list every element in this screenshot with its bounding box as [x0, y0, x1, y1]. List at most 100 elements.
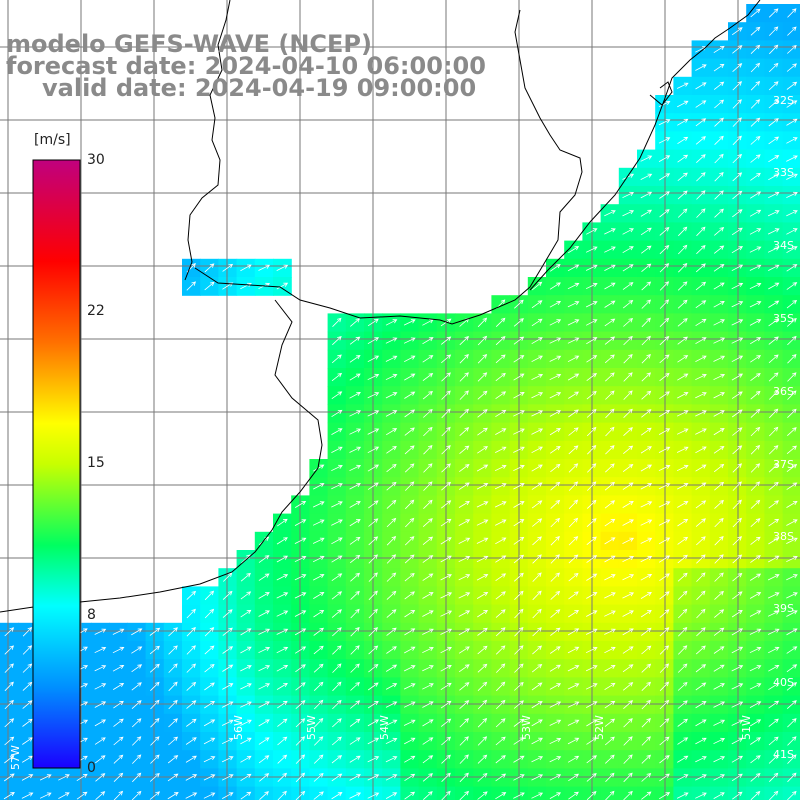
- wind-vector-arrow: [276, 610, 289, 617]
- wind-vector-arrow: [458, 555, 471, 563]
- wind-speed-cell: [691, 568, 711, 587]
- wind-vector-arrow: [440, 318, 452, 327]
- wind-vector-arrow: [495, 699, 506, 710]
- wind-vector-arrow: [349, 483, 361, 490]
- wind-vector-arrow: [677, 100, 689, 108]
- wind-vector-arrow: [350, 700, 361, 709]
- wind-speed-cell: [291, 604, 310, 624]
- wind-vector-arrow: [349, 464, 362, 472]
- wind-speed-cell: [527, 622, 547, 642]
- wind-vector-arrow: [367, 700, 379, 709]
- wind-speed-cell: [527, 459, 547, 478]
- wind-speed-cell: [418, 677, 438, 697]
- wind-speed-cell: [709, 40, 729, 60]
- wind-vector-arrow: [513, 700, 524, 709]
- wind-vector-arrow: [531, 663, 543, 673]
- wind-speed-cell: [254, 732, 274, 751]
- wind-speed-cell: [709, 459, 729, 478]
- wind-speed-cell: [746, 95, 765, 114]
- wind-speed-cell: [600, 768, 620, 788]
- wind-speed-cell: [527, 677, 547, 697]
- wind-vector-arrow: [695, 500, 707, 509]
- wind-vector-arrow: [677, 681, 688, 691]
- wind-vector-arrow: [150, 681, 160, 691]
- wind-vector-arrow: [586, 390, 597, 400]
- wind-speed-cell: [637, 495, 656, 515]
- wind-vector-arrow: [204, 682, 215, 691]
- wind-speed-cell: [600, 222, 620, 242]
- wind-vector-arrow: [312, 555, 325, 563]
- wind-vector-arrow: [203, 792, 216, 799]
- wind-speed-cell: [600, 295, 620, 314]
- wind-vector-arrow: [440, 336, 452, 345]
- wind-speed-cell: [600, 349, 620, 369]
- wind-vector-arrow: [623, 790, 633, 800]
- wind-speed-cell: [400, 422, 420, 442]
- wind-vector-arrow: [331, 773, 343, 782]
- wind-speed-cell: [473, 659, 492, 678]
- wind-vector-arrow: [422, 518, 433, 527]
- wind-vector-arrow: [586, 737, 598, 745]
- wind-speed-cell: [163, 750, 183, 769]
- wind-speed-cell: [382, 768, 401, 788]
- wind-speed-cell: [746, 58, 765, 78]
- wind-speed-cell: [546, 368, 565, 387]
- wind-speed-cell: [564, 258, 583, 278]
- wind-speed-cell: [600, 422, 620, 442]
- wind-vector-arrow: [459, 427, 470, 436]
- wind-speed-cell: [127, 695, 147, 715]
- wind-vector-arrow: [786, 137, 798, 144]
- wind-speed-cell: [345, 331, 365, 351]
- wind-vector-arrow: [531, 355, 543, 363]
- wind-speed-cell: [473, 440, 492, 460]
- wind-speed-cell: [673, 240, 693, 260]
- wind-speed-cell: [345, 659, 365, 678]
- wind-speed-cell: [673, 258, 693, 278]
- wind-vector-arrow: [313, 609, 325, 618]
- wind-speed-cell: [546, 313, 565, 333]
- wind-vector-arrow: [641, 772, 652, 782]
- wind-speed-cell: [382, 531, 401, 551]
- wind-speed-cell: [327, 440, 347, 460]
- wind-speed-cell: [473, 404, 492, 424]
- wind-speed-cell: [382, 568, 401, 587]
- wind-speed-cell: [109, 786, 128, 800]
- wind-speed-cell: [182, 277, 201, 296]
- wind-vector-arrow: [240, 791, 252, 800]
- wind-vector-arrow: [531, 774, 544, 781]
- wind-vector-arrow: [531, 281, 543, 291]
- wind-vector-arrow: [349, 373, 361, 381]
- coastline: [0, 0, 761, 613]
- wind-vector-arrow: [658, 519, 671, 526]
- wind-speed-cell: [564, 313, 583, 333]
- wind-vector-arrow: [294, 610, 307, 617]
- wind-speed-cell: [673, 295, 693, 314]
- wind-speed-cell: [109, 677, 128, 697]
- wind-speed-cell: [691, 313, 711, 333]
- wind-speed-cell: [418, 750, 438, 769]
- wind-speed-cell: [418, 641, 438, 660]
- wind-speed-cell: [127, 750, 147, 769]
- wind-vector-arrow: [313, 464, 325, 472]
- wind-vector-arrow: [477, 372, 488, 382]
- wind-vector-arrow: [476, 537, 489, 544]
- wind-speed-cell: [746, 113, 765, 132]
- wind-vector-arrow: [586, 791, 597, 800]
- wind-speed-cell: [236, 604, 256, 624]
- wind-vector-arrow: [585, 246, 598, 253]
- wind-speed-cell: [637, 386, 656, 405]
- wind-speed-cell: [309, 786, 329, 800]
- wind-speed-cell: [455, 531, 474, 551]
- wind-speed-cell: [291, 531, 310, 551]
- wind-speed-cell: [546, 495, 565, 515]
- wind-speed-cell: [254, 586, 274, 606]
- wind-speed-cell: [600, 495, 620, 515]
- wind-vector-arrow: [58, 774, 70, 781]
- wind-speed-cell: [728, 404, 747, 424]
- wind-vector-arrow: [641, 754, 651, 764]
- wind-speed-cell: [327, 459, 347, 478]
- wind-speed-cell: [728, 641, 747, 660]
- wind-vector-arrow: [750, 80, 761, 91]
- wind-vector-arrow: [295, 682, 306, 691]
- wind-vector-arrow: [659, 591, 670, 600]
